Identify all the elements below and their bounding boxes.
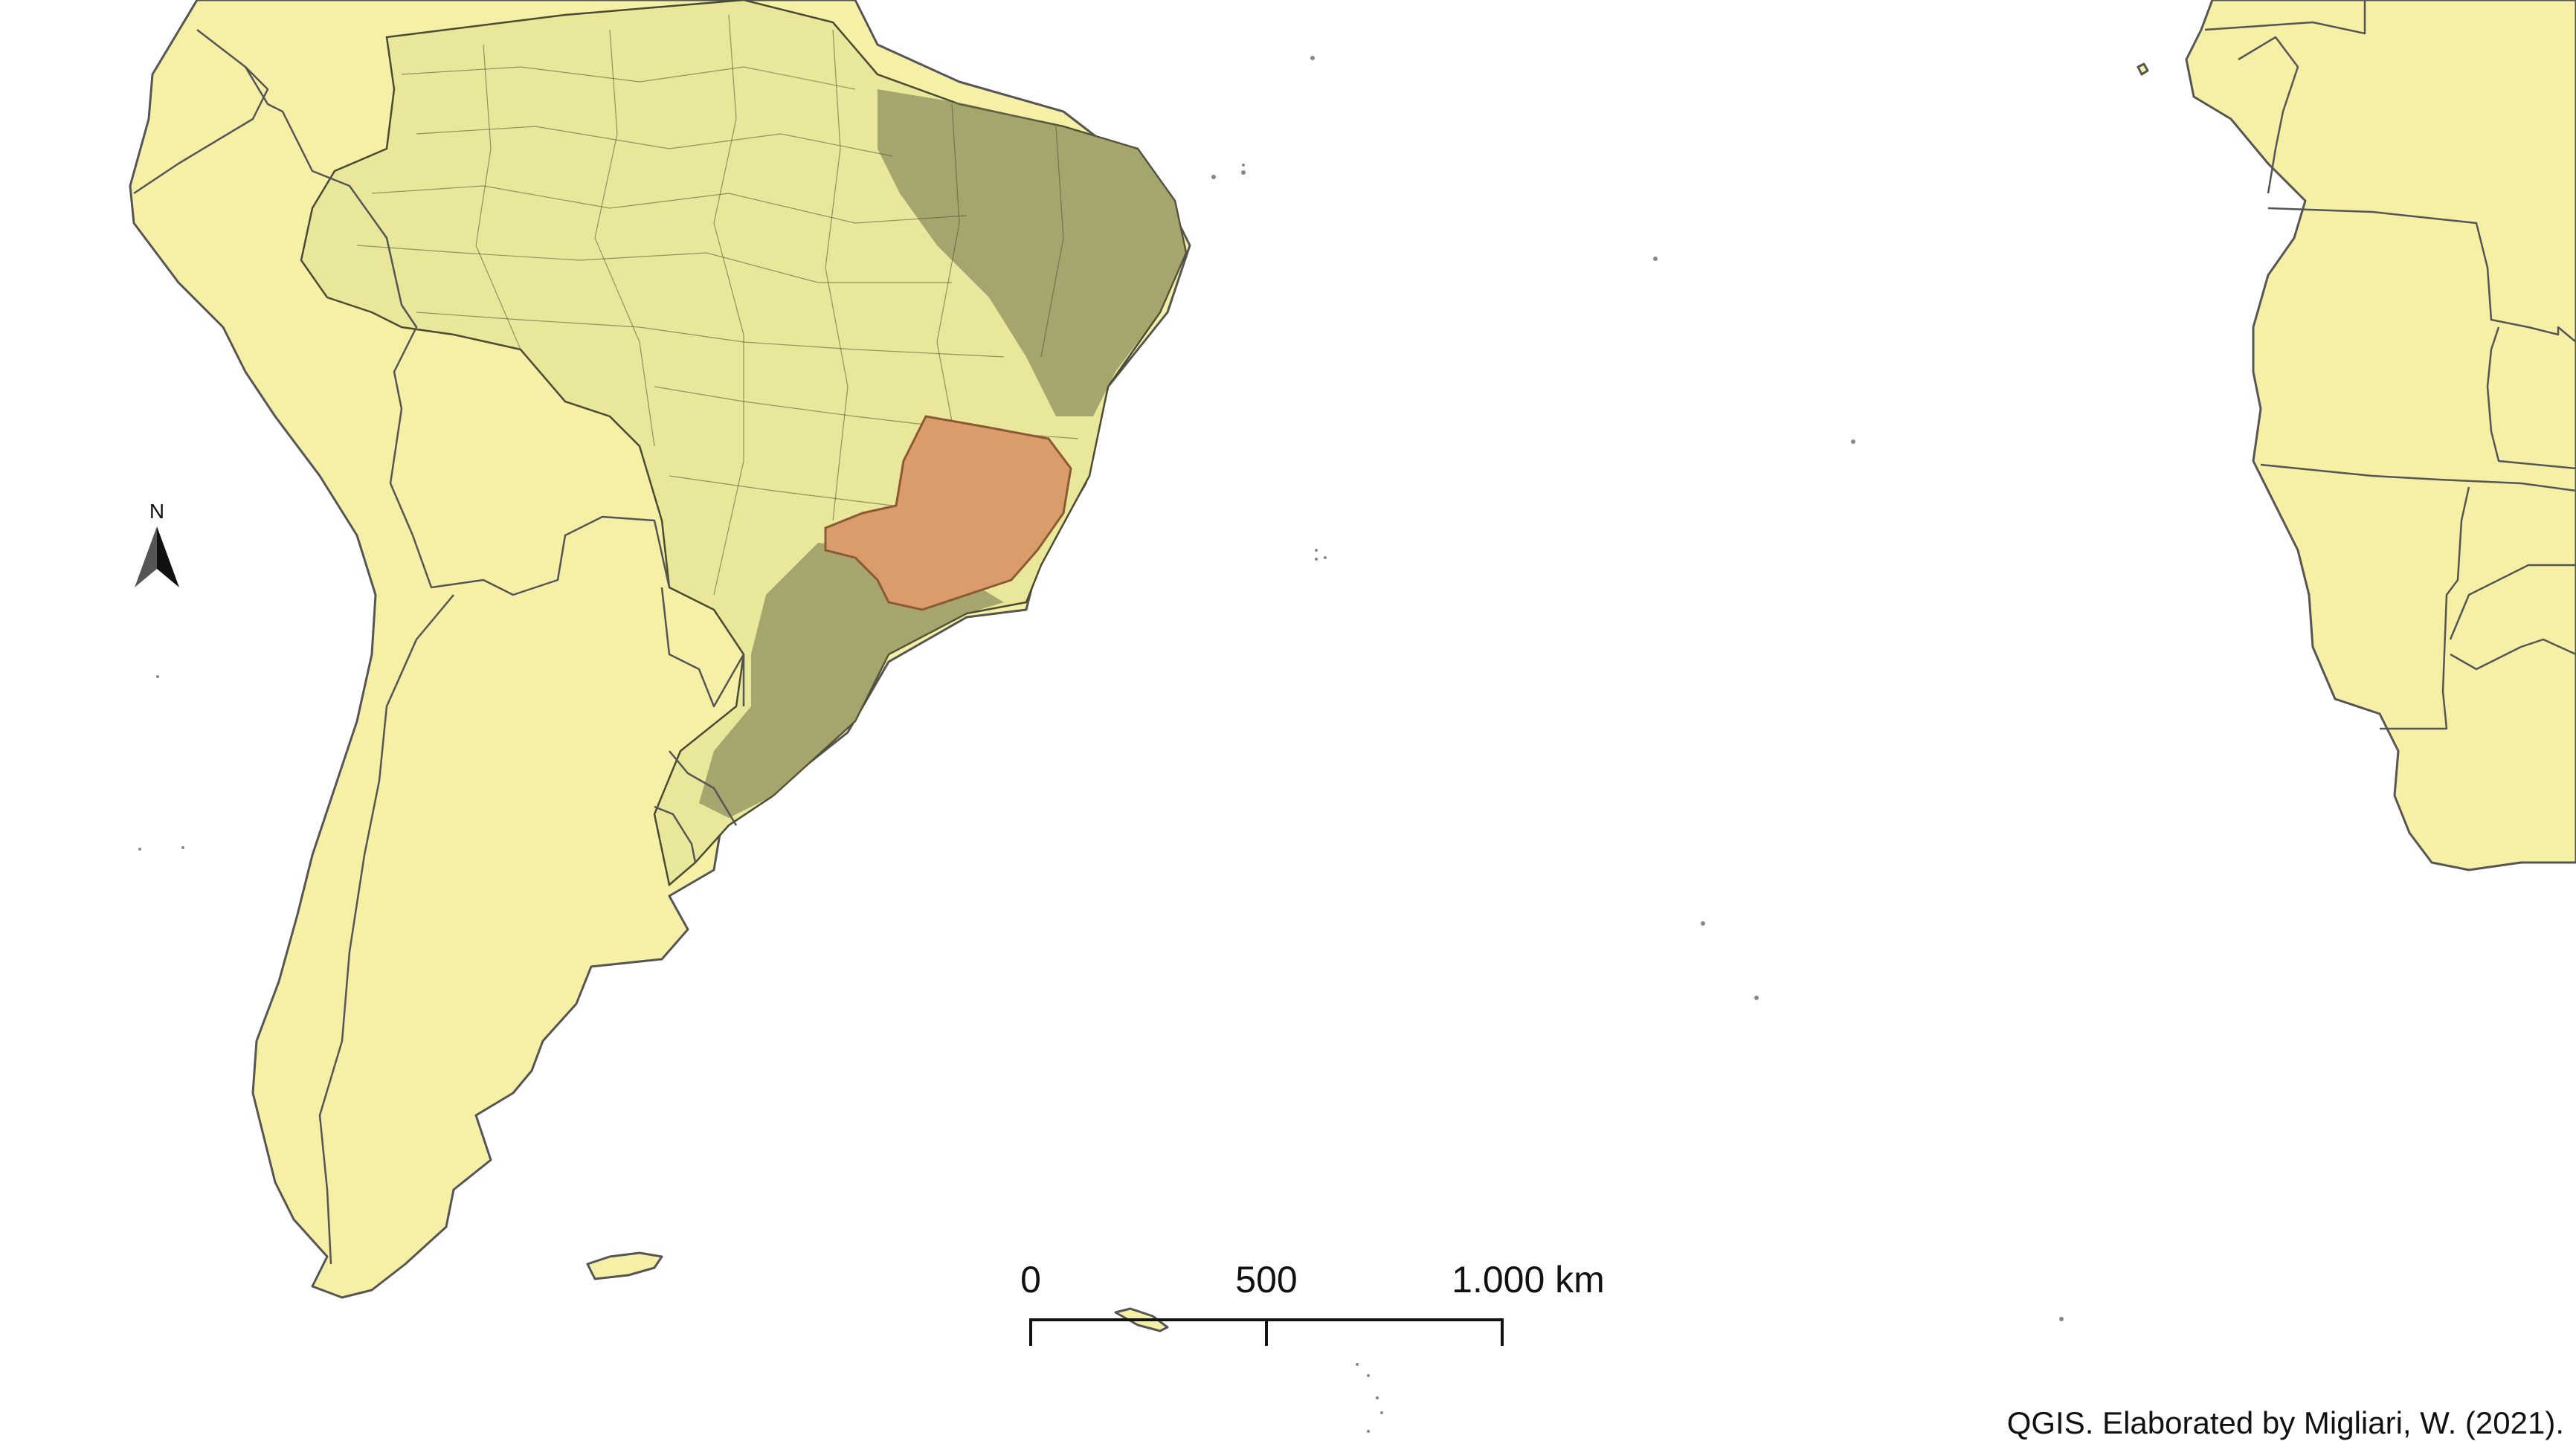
scale-bar-tick-0: 0 [1020,1259,1041,1300]
bioko-island [2137,62,2149,76]
scale-bar-tick-500: 500 [1235,1259,1297,1300]
highlighted-state-minas-gerais [824,415,1072,611]
country-borders [133,29,745,1265]
dense-municipalities-northeast [878,89,1186,416]
falkland-islands [586,1251,663,1280]
north-arrow: N [135,500,179,587]
north-arrow-icon [135,526,157,587]
scale-bar: 0 500 1.000 km [1020,1259,1605,1346]
scale-bar-tick-1000: 1.000 km [1452,1259,1605,1300]
dense-municipalities-south [699,543,1004,818]
africa-landmass [2185,0,2576,871]
africa-borders [2204,0,2576,730]
attribution-text: QGIS. Elaborated by Migliari, W. (2021). [2007,1405,2564,1440]
north-arrow-label: N [149,500,164,523]
scale-bar-line [1029,1318,1504,1346]
